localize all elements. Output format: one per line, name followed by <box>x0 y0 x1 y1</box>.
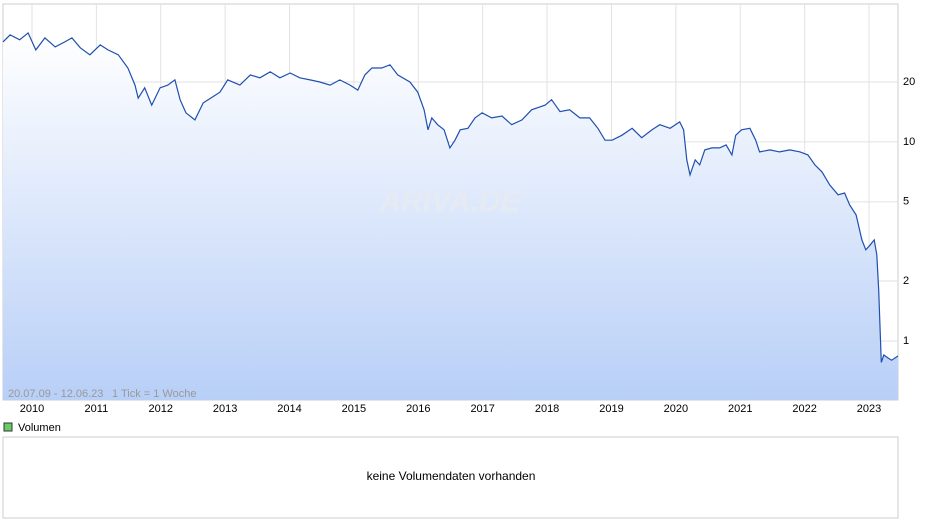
y-tick-label: 1 <box>903 335 909 347</box>
x-tick-label: 2020 <box>664 403 688 415</box>
x-tick-label: 2022 <box>792 403 816 415</box>
watermark: ARIVA.DE <box>378 185 521 218</box>
x-tick-label: 2016 <box>406 403 430 415</box>
x-tick-label: 2018 <box>535 403 559 415</box>
legend-label: Volumen <box>18 422 61 434</box>
y-tick-label: 20 <box>903 76 915 88</box>
y-tick-label: 2 <box>903 275 909 287</box>
x-tick-label: 2021 <box>728 403 752 415</box>
x-tick-label: 2012 <box>149 403 173 415</box>
range-label: 20.07.09 - 12.06.23 <box>8 388 103 400</box>
x-tick-label: 2014 <box>277 403 301 415</box>
volume-panel <box>2 436 899 519</box>
x-tick-label: 2015 <box>342 403 366 415</box>
x-tick-label: 2011 <box>85 403 109 415</box>
legend-swatch <box>3 422 13 432</box>
volume-message: keine Volumendaten vorhanden <box>367 469 536 483</box>
x-tick-label: 2023 <box>857 403 881 415</box>
price-line <box>2 31 899 363</box>
area-fill <box>3 32 898 401</box>
y-tick-label: 10 <box>903 136 915 148</box>
y-tick-label: 5 <box>903 196 909 208</box>
x-tick-label: 2019 <box>599 403 623 415</box>
x-tick-label: 2010 <box>20 403 44 415</box>
tick-label: 1 Tick = 1 Woche <box>112 388 196 400</box>
x-tick-label: 2013 <box>213 403 237 415</box>
x-tick-label: 2017 <box>470 403 494 415</box>
